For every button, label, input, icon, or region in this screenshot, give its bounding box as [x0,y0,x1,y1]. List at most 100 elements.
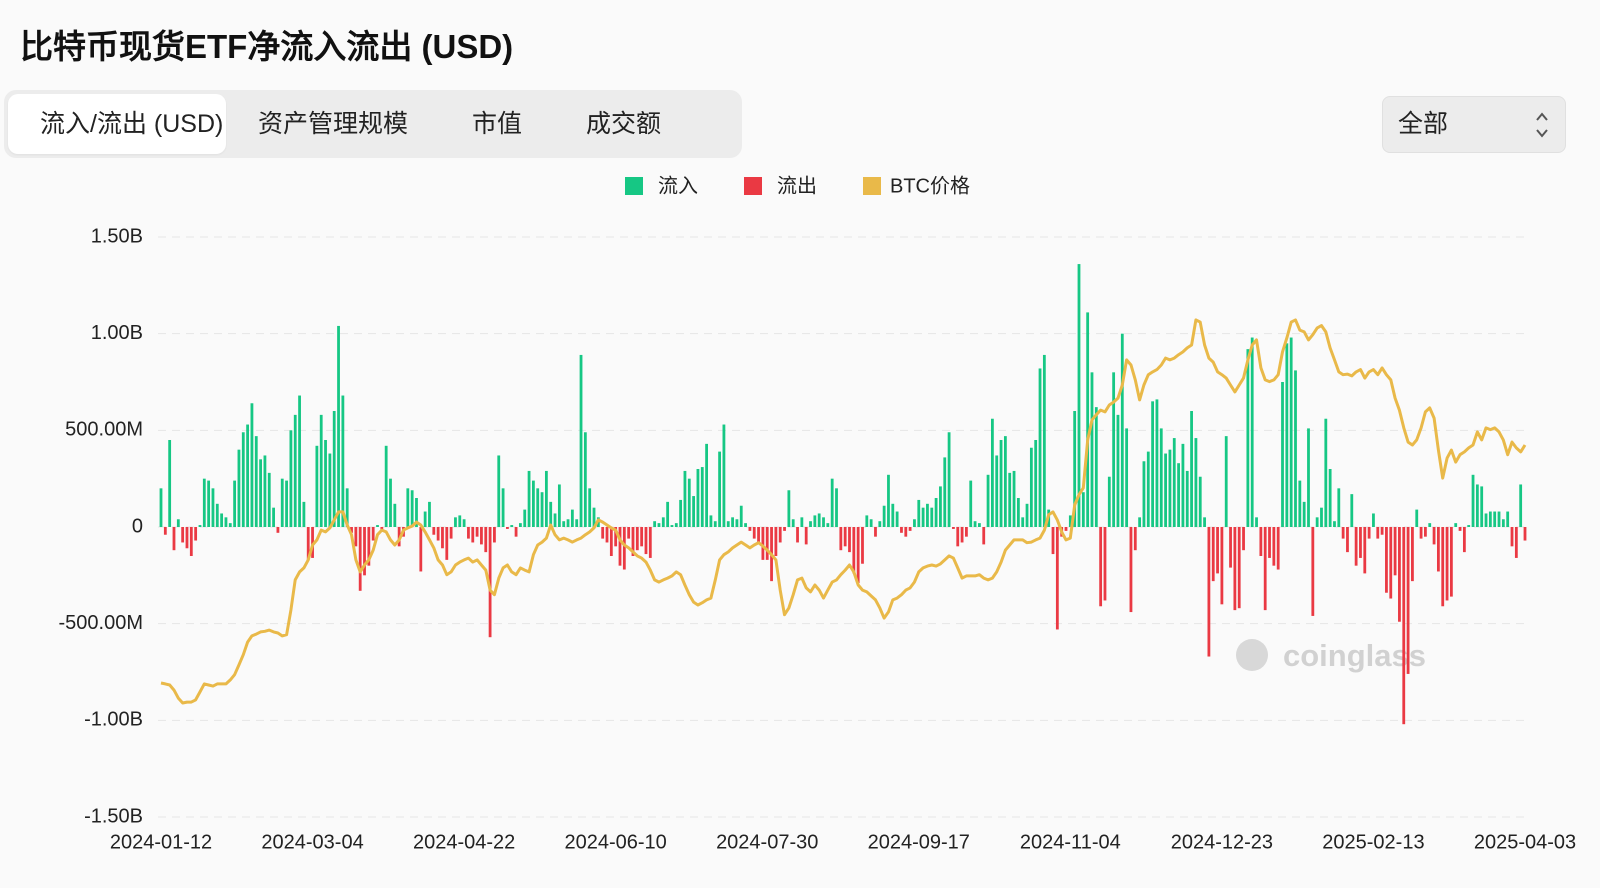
bar [1190,411,1193,527]
bar [1514,527,1518,558]
bar [1341,527,1345,539]
bar [956,527,960,547]
bar [861,527,864,564]
bar [990,418,994,527]
bar [185,527,189,549]
bar [1164,453,1167,527]
bar [705,443,708,527]
bar [1294,370,1297,527]
bar [1307,428,1310,527]
bar [1042,354,1046,527]
bar [1090,372,1094,527]
bar [1346,527,1349,553]
bar [1073,411,1077,527]
bar [631,527,635,556]
tab[interactable]: 市值 [472,110,523,138]
bar [544,470,548,527]
bar [1233,527,1237,611]
bar [337,325,340,527]
bar [778,527,782,543]
bar [176,519,180,527]
bar [506,527,509,529]
bar [952,527,955,529]
bar [765,527,769,560]
bar [540,492,544,527]
tab[interactable]: 成交额 [586,110,662,138]
bar [1428,523,1432,527]
bar [1120,333,1124,527]
bar [311,527,314,558]
bar [674,523,678,527]
bar [722,424,726,527]
bar [601,527,605,539]
bar [1419,527,1423,539]
bar [969,480,973,527]
bar [1367,527,1371,539]
bar [319,414,323,527]
bar [519,523,522,527]
legend-item[interactable]: 流出 [744,174,817,197]
bar [1380,527,1384,535]
bar [1207,527,1211,657]
bar [1099,527,1103,607]
bar [363,527,366,576]
bar [1497,511,1501,527]
bar [458,515,462,527]
bar [553,513,557,527]
bar [328,453,332,527]
legend-label: BTC价格 [890,174,970,197]
bar [726,521,730,527]
bar [1281,382,1284,527]
bar [891,503,895,527]
bar [1285,343,1289,527]
bar [1021,517,1025,527]
bar [887,474,890,527]
bar [467,527,470,539]
bar [579,354,583,527]
bar [618,527,622,566]
bar [345,488,349,527]
tab[interactable]: 流入/流出 (USD) [8,94,226,154]
legend-item[interactable]: BTC价格 [863,174,970,197]
bar [531,480,535,527]
bar [419,527,423,572]
tab[interactable]: 资产管理规模 [258,110,409,138]
bar [813,515,817,527]
bar [1133,527,1137,551]
bar [908,527,912,531]
bar [822,517,825,527]
bar [1376,527,1380,539]
bar [804,527,808,545]
bar [878,521,882,527]
bar [1389,527,1393,599]
bar [1242,527,1245,551]
range-select[interactable]: 全部 [1382,96,1566,153]
bar [1501,519,1505,527]
bar [752,527,756,539]
bar [501,488,505,527]
bar [787,490,791,527]
bar [687,478,691,527]
bar [1112,372,1116,527]
bar [1172,438,1176,527]
bar [644,527,648,555]
bar [384,445,388,527]
bar [748,527,752,531]
y-tick-label: -1.00B [84,709,143,731]
bar [1055,527,1059,630]
bar [371,527,375,541]
bar [471,527,475,543]
bar [566,519,570,527]
bar [497,455,501,527]
bar [1393,527,1397,576]
bar [280,478,284,527]
bar [1125,428,1129,527]
bar [341,395,345,527]
bar [250,403,254,527]
legend-item[interactable]: 流入 [625,174,698,197]
bar [1246,349,1250,527]
y-tick-label: 1.00B [91,322,143,344]
bar [207,480,211,527]
bar [627,527,631,539]
bar [488,527,492,638]
